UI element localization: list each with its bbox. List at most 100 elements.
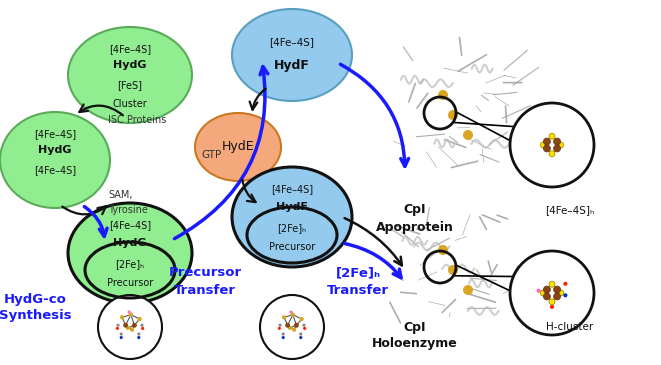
Circle shape	[140, 324, 143, 327]
Text: [FeS]: [FeS]	[118, 81, 143, 91]
Circle shape	[558, 290, 564, 296]
Circle shape	[137, 317, 142, 321]
Circle shape	[550, 305, 554, 309]
Circle shape	[554, 286, 561, 293]
Circle shape	[554, 293, 561, 300]
Text: Holoenzyme: Holoenzyme	[372, 337, 458, 350]
Circle shape	[549, 281, 555, 287]
Circle shape	[126, 326, 130, 330]
Circle shape	[290, 311, 293, 314]
Circle shape	[543, 286, 551, 293]
Circle shape	[448, 110, 458, 120]
Ellipse shape	[232, 9, 352, 101]
Circle shape	[540, 290, 546, 296]
Text: HydF: HydF	[274, 59, 310, 72]
Circle shape	[549, 133, 555, 139]
Circle shape	[282, 315, 286, 319]
Text: Transfer: Transfer	[174, 284, 236, 296]
Circle shape	[137, 336, 140, 339]
Circle shape	[543, 293, 551, 300]
Ellipse shape	[232, 167, 352, 267]
Circle shape	[554, 138, 561, 145]
Circle shape	[123, 323, 128, 328]
Text: H-cluster: H-cluster	[547, 322, 594, 332]
Text: SAM,: SAM,	[108, 190, 132, 200]
Circle shape	[141, 327, 144, 330]
Circle shape	[130, 327, 134, 332]
Text: HydG-co: HydG-co	[3, 293, 67, 307]
Circle shape	[129, 312, 133, 317]
Text: CpI: CpI	[404, 320, 426, 334]
Text: [2Fe]ₕ: [2Fe]ₕ	[278, 223, 307, 233]
Ellipse shape	[0, 112, 110, 208]
Circle shape	[120, 336, 123, 339]
Ellipse shape	[68, 203, 192, 303]
Circle shape	[563, 282, 568, 286]
Circle shape	[291, 312, 295, 317]
Text: Cluster: Cluster	[112, 99, 147, 109]
Circle shape	[288, 326, 292, 330]
Circle shape	[558, 142, 564, 148]
Circle shape	[278, 324, 282, 327]
Text: HydF: HydF	[276, 202, 308, 212]
Text: Precursor: Precursor	[107, 278, 153, 288]
Circle shape	[299, 336, 302, 339]
Circle shape	[448, 265, 458, 275]
Text: [4Fe–4S]: [4Fe–4S]	[270, 37, 315, 47]
Text: [4Fe–4S]: [4Fe–4S]	[34, 166, 76, 176]
Circle shape	[510, 251, 594, 335]
Text: Tyrosine: Tyrosine	[108, 205, 148, 215]
Circle shape	[302, 324, 305, 327]
Text: [4Fe–4S]: [4Fe–4S]	[109, 43, 151, 54]
Circle shape	[549, 151, 555, 157]
Text: HydG: HydG	[113, 60, 147, 70]
Circle shape	[463, 130, 473, 140]
Text: ISC Proteins: ISC Proteins	[108, 115, 167, 125]
Text: [4Fe–4S]: [4Fe–4S]	[271, 184, 313, 195]
Text: Transfer: Transfer	[327, 284, 389, 296]
Text: HydE: HydE	[221, 141, 254, 154]
Circle shape	[463, 285, 473, 295]
Circle shape	[294, 323, 299, 328]
Circle shape	[543, 145, 551, 152]
Circle shape	[438, 90, 448, 100]
Circle shape	[282, 336, 285, 339]
Circle shape	[292, 327, 296, 332]
Circle shape	[132, 323, 137, 328]
Circle shape	[299, 317, 304, 321]
Circle shape	[549, 299, 555, 305]
Circle shape	[438, 245, 448, 255]
Text: CpI: CpI	[404, 204, 426, 216]
Circle shape	[278, 327, 281, 330]
Text: [4Fe–4S]ₕ: [4Fe–4S]ₕ	[545, 205, 595, 215]
Text: HydG: HydG	[113, 238, 147, 248]
Circle shape	[540, 142, 546, 148]
Circle shape	[510, 103, 594, 187]
Text: [2Fe]ₕ: [2Fe]ₕ	[116, 259, 145, 269]
Circle shape	[543, 138, 551, 145]
Circle shape	[260, 295, 324, 359]
Circle shape	[299, 333, 302, 336]
Circle shape	[98, 295, 162, 359]
Ellipse shape	[68, 27, 192, 123]
Text: [4Fe–4S]: [4Fe–4S]	[34, 128, 76, 139]
Circle shape	[282, 333, 285, 336]
Text: Precursor: Precursor	[169, 266, 241, 280]
Text: Precursor: Precursor	[269, 242, 315, 252]
Circle shape	[116, 324, 120, 327]
Text: HydG: HydG	[38, 145, 72, 155]
Circle shape	[303, 327, 306, 330]
Circle shape	[120, 333, 123, 336]
Text: GTP: GTP	[202, 150, 222, 160]
Circle shape	[563, 293, 568, 297]
Circle shape	[537, 289, 541, 293]
Text: [4Fe–4S]: [4Fe–4S]	[109, 220, 151, 231]
Text: [2Fe]ₕ: [2Fe]ₕ	[336, 266, 381, 280]
Circle shape	[137, 333, 140, 336]
Circle shape	[116, 327, 119, 330]
Text: Synthesis: Synthesis	[0, 308, 71, 322]
Circle shape	[554, 145, 561, 152]
Circle shape	[120, 315, 124, 319]
Circle shape	[285, 323, 290, 328]
Text: Apoprotein: Apoprotein	[376, 220, 454, 234]
